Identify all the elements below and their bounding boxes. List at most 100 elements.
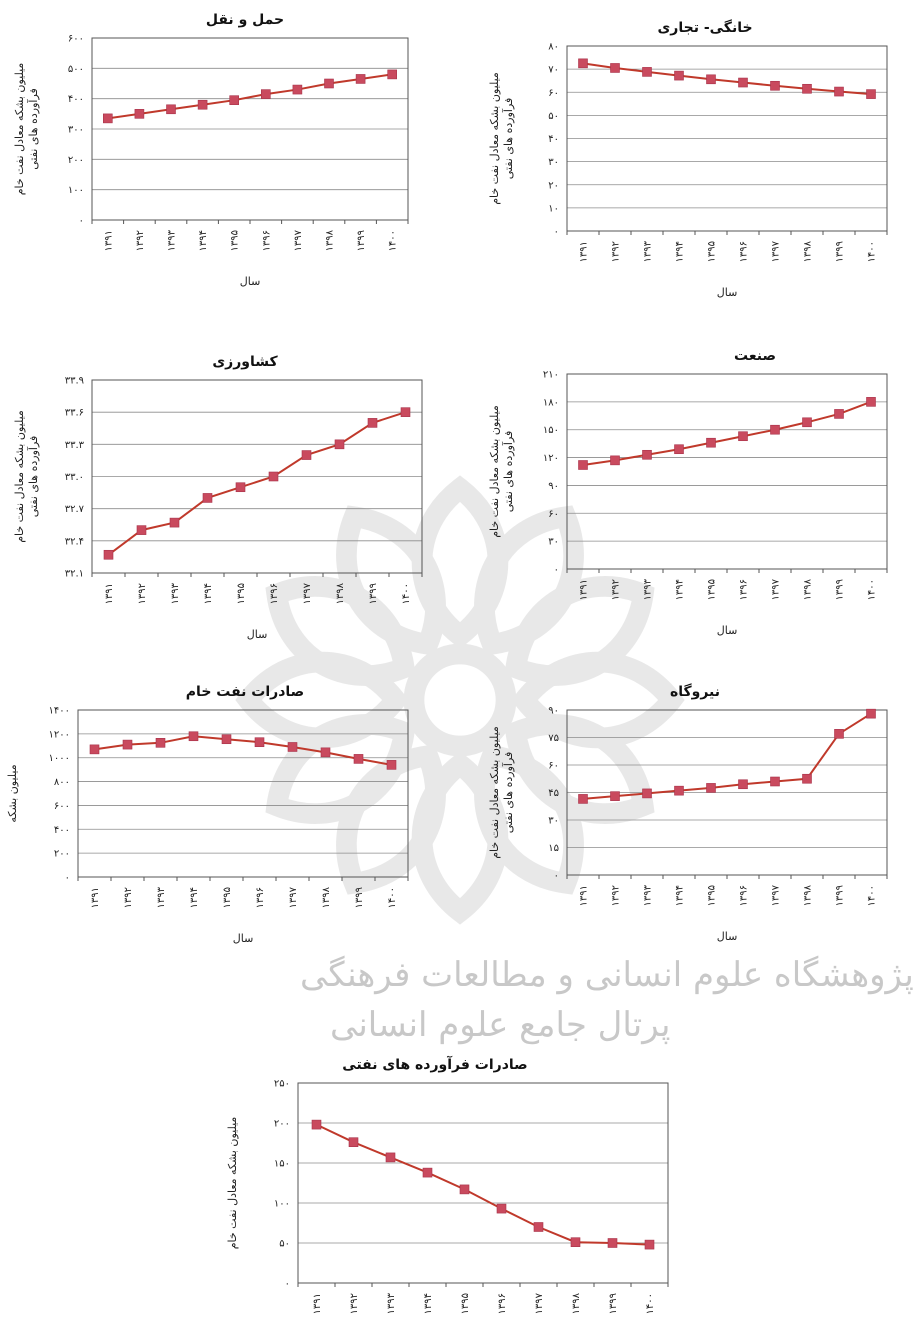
y-tick-label: ۵۰ <box>279 1239 290 1250</box>
data-point <box>387 69 398 80</box>
plot-frame <box>77 709 409 878</box>
data-point <box>738 779 748 790</box>
x-tick-label: ۱۴۰۰ <box>388 230 399 251</box>
x-tick-label: ۱۴۰۰ <box>645 1293 656 1314</box>
data-point <box>610 455 620 466</box>
y-tick-label: ۴۰۰ <box>54 825 70 836</box>
x-tick-label: ۱۳۹۲ <box>123 887 134 908</box>
x-tick-label: ۱۳۹۵ <box>230 230 241 251</box>
x-axis-label: سال <box>717 624 738 637</box>
chart-industry: صنعت ۰ ۳۰ ۶۰ ۹۰ ۱۲۰ ۱۵۰ ۱۸۰ ۲۱۰ ۱۳۹۱ ۱۳۹۲ ۱۳۹۳ ۱۳۹۴ ۱… <box>480 340 921 640</box>
chart-title: حمل و نقل <box>206 12 284 28</box>
y-tick-label: ۲۰ <box>548 180 559 191</box>
y-tick-label: ۰ <box>554 565 559 576</box>
data-point <box>166 104 176 115</box>
data-point <box>324 78 334 89</box>
x-tick-label: ۱۳۹۲ <box>611 579 622 600</box>
data-point <box>367 418 378 428</box>
x-tick-label: ۱۳۹۲ <box>611 885 622 906</box>
y-axis-label: میلیون بشکه معادل نفت خام <box>13 410 26 543</box>
x-tick-label: ۱۴۰۰ <box>401 583 412 604</box>
y-tick-label: ۱۴۰۰ <box>49 706 70 717</box>
watermark-text-2: پرتال جامع علوم انسانی <box>330 1005 671 1045</box>
x-tick-label: ۱۳۹۷ <box>771 240 782 262</box>
x-tick-label: ۱۳۹۸ <box>335 582 346 604</box>
x-tick-label: ۱۳۹۳ <box>167 229 178 251</box>
data-point <box>353 754 364 764</box>
data-point <box>738 431 748 442</box>
data-point <box>802 773 812 784</box>
x-axis-label: سال <box>247 628 268 641</box>
y-tick-label: ۰ <box>285 1279 290 1290</box>
chart-title: صادرات نفت خام <box>186 684 304 700</box>
x-tick-label: ۱۳۹۵ <box>707 885 718 906</box>
chart-agriculture: کشاورزی ۳۲.۱ ۳۲.۴ ۳۲.۷ ۳۳.۰ ۳۳.۳ ۳۳.۶ ۳۳.۹ ۱۳۹۱ ۱… <box>0 340 440 641</box>
y-axis-label: میلیون بشکه معادل نفت خام <box>226 1117 239 1250</box>
x-tick-label: ۱۳۹۹ <box>835 241 846 262</box>
x-axis-label: سال <box>717 286 738 299</box>
y-tick-label: ۷۰ <box>548 65 559 76</box>
y-axis-label: میلیون بشکه معادل نفت خام <box>488 726 501 859</box>
data-point <box>311 1119 322 1130</box>
x-tick-label: ۱۴۰۰ <box>387 887 398 908</box>
data-point <box>610 63 620 73</box>
x-tick-label: ۱۳۹۶ <box>497 1293 508 1314</box>
data-point <box>610 791 620 801</box>
y-axis-label: فرآورده های نفتی <box>501 752 515 834</box>
x-tick-label: ۱۳۹۷ <box>534 1292 545 1314</box>
series-line <box>94 735 392 766</box>
data-point <box>459 1184 470 1195</box>
x-tick-label: ۱۳۹۷ <box>302 582 313 604</box>
y-tick-label: ۳۲.۱ <box>65 569 84 580</box>
x-tick-label: ۱۳۹۸ <box>803 240 814 262</box>
y-tick-label: ۶۰۰ <box>68 34 84 45</box>
chart-household-commercial: خانگی- تجاری ۰ ۱۰ ۲۰ ۳۰ ۴۰ ۵۰ ۶۰ ۷۰ ۸۰ ۱۳۹۱ ۱۳۹۲ ۱۳۹… <box>480 0 921 310</box>
data-point <box>866 89 876 99</box>
x-tick-label: ۱۳۹۷ <box>288 886 299 908</box>
x-tick-label: ۱۳۹۶ <box>739 885 750 906</box>
data-point <box>674 785 684 796</box>
data-point <box>578 460 588 470</box>
y-tick-label: ۱۵ <box>548 843 559 854</box>
x-tick-label: ۱۳۹۱ <box>90 887 101 908</box>
chart-power-plant: نیروگاه ۰ ۱۵ ۳۰ ۴۵ ۶۰ ۷۵ ۹۰ ۱۳۹۱ ۱۳۹۲ ۱۳۹۳ ۱۳۹۴ ۱۳۹۵… <box>480 670 921 980</box>
data-point <box>834 409 844 419</box>
series-line <box>107 73 393 120</box>
y-tick-label: ۸۰ <box>548 42 559 53</box>
data-point <box>301 450 312 460</box>
data-point <box>578 794 588 804</box>
x-tick-label: ۱۳۹۳ <box>643 578 654 600</box>
data-point <box>834 729 844 739</box>
y-axis-label: فرآورده های نفتی <box>501 431 515 513</box>
y-axis-label: فرآورده های نفتی <box>26 436 40 518</box>
data-point <box>221 734 232 745</box>
data-point <box>235 482 246 493</box>
y-axis-label: میلیون بشکه معادل نفت خام <box>488 405 501 538</box>
series-line <box>582 712 872 800</box>
x-tick-label: ۱۳۹۴ <box>675 579 686 600</box>
data-point <box>136 525 147 535</box>
x-tick-label: ۱۳۹۸ <box>803 578 814 600</box>
series-line <box>582 62 872 96</box>
x-tick-label: ۱۳۹۷ <box>771 884 782 906</box>
y-axis-label: میلیون بشکه <box>6 764 19 822</box>
data-point <box>229 95 239 105</box>
y-tick-label: ۴۰ <box>548 134 559 145</box>
y-tick-label: ۳۳.۰ <box>65 472 84 483</box>
x-tick-label: ۱۳۹۹ <box>835 579 846 600</box>
x-tick-label: ۱۳۹۸ <box>321 886 332 908</box>
data-point <box>706 74 716 85</box>
data-point <box>496 1203 507 1214</box>
y-tick-label: ۶۰ <box>548 509 559 520</box>
data-point <box>866 397 876 407</box>
data-point <box>155 738 166 748</box>
chart-title: صادرات فرآورده های نفتی <box>342 1055 527 1073</box>
y-tick-label: ۵۰ <box>548 111 559 122</box>
data-point <box>578 58 588 69</box>
y-tick-label: ۱۲۰ <box>543 453 559 464</box>
x-tick-label: ۱۳۹۴ <box>198 230 209 251</box>
x-tick-label: ۱۴۰۰ <box>867 241 878 262</box>
y-tick-label: ۵۰۰ <box>68 64 84 75</box>
data-point <box>570 1237 581 1247</box>
y-tick-label: ۱۲۰۰ <box>49 729 70 740</box>
